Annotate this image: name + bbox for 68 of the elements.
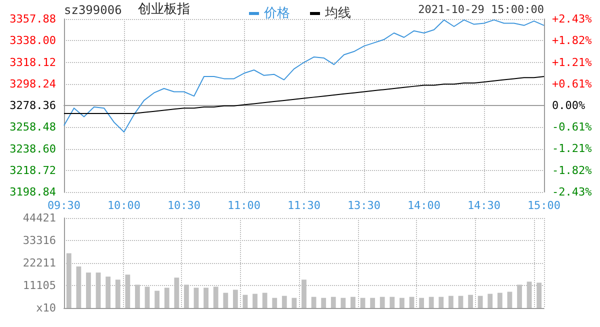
y-tick-label: 11105 (22, 279, 56, 292)
bar (292, 298, 297, 308)
y-tick-label: 33316 (22, 234, 56, 247)
bar (223, 292, 228, 308)
bar (154, 290, 160, 308)
bar (232, 290, 238, 308)
y2-tick-label: -1.21% (552, 142, 592, 156)
bar (478, 296, 483, 308)
x-tick-label: 14:00 (407, 199, 441, 212)
bar (507, 292, 512, 308)
x-tick-label: 10:30 (167, 199, 201, 212)
y-tick-label: 3357.88 (10, 12, 56, 26)
legend-label: 价格 (263, 6, 290, 21)
chart-title: 创业板指 (138, 2, 190, 17)
y-tick-label: 3318.12 (10, 56, 56, 69)
x-tick-label: 10:00 (107, 199, 141, 212)
y2-tick-label: 0.00% (552, 99, 586, 112)
bar (390, 296, 395, 308)
y-tick-label: 3198.84 (10, 186, 56, 198)
y2-tick-label: -0.61% (552, 120, 592, 134)
bar (438, 296, 444, 308)
bar (458, 296, 464, 308)
x-tick-label: 15:00 (527, 199, 561, 212)
bar (419, 298, 424, 308)
x-tick-label: 13:30 (347, 199, 381, 212)
bar (330, 296, 336, 308)
bar (311, 296, 316, 308)
y2-tick-label: +1.82% (552, 34, 592, 48)
bar (282, 296, 287, 308)
x-tick-label: 11:00 (227, 199, 261, 212)
bar (242, 294, 248, 308)
chart-subtitle: sz399006 (64, 3, 122, 17)
y-tick-label: 3338.00 (10, 34, 56, 48)
y-tick-label: x10 (36, 302, 56, 314)
y2-tick-label: +0.61% (552, 77, 592, 90)
y-tick-label: 44421 (22, 212, 56, 224)
x-tick-label: 11:30 (287, 199, 321, 212)
y2-tick-label: +1.21% (552, 56, 592, 69)
bar (448, 296, 454, 308)
line-series (64, 76, 544, 114)
bar (262, 292, 268, 308)
y-tick-label: 3238.60 (10, 142, 56, 156)
x-tick-label: 14:30 (467, 199, 501, 212)
bar (321, 298, 326, 308)
bar (340, 298, 346, 308)
y2-tick-label: -1.82% (552, 164, 592, 177)
y2-tick-label: +2.43% (552, 12, 592, 26)
bar (252, 294, 258, 308)
x-tick-label: 09:30 (47, 199, 81, 212)
bar (497, 292, 502, 308)
legend-label: 均线 (324, 6, 351, 21)
y2-tick-label: -2.43% (552, 186, 592, 198)
bar (488, 294, 493, 308)
bar (350, 296, 356, 308)
bar (370, 298, 376, 308)
bar (380, 296, 385, 308)
y-tick-label: 22211 (22, 256, 56, 270)
y-tick-label: 3278.36 (10, 99, 56, 112)
bar (428, 296, 434, 308)
bar (468, 294, 473, 308)
y-tick-label: 3258.48 (10, 120, 56, 134)
y-tick-label: 3218.72 (10, 164, 56, 177)
y-tick-label: 3298.24 (10, 77, 56, 90)
bar (400, 298, 404, 308)
bar (272, 298, 278, 308)
text: 2021-10-29 15:00:00 (418, 3, 544, 16)
line-series (64, 19, 544, 132)
bar (409, 296, 414, 308)
